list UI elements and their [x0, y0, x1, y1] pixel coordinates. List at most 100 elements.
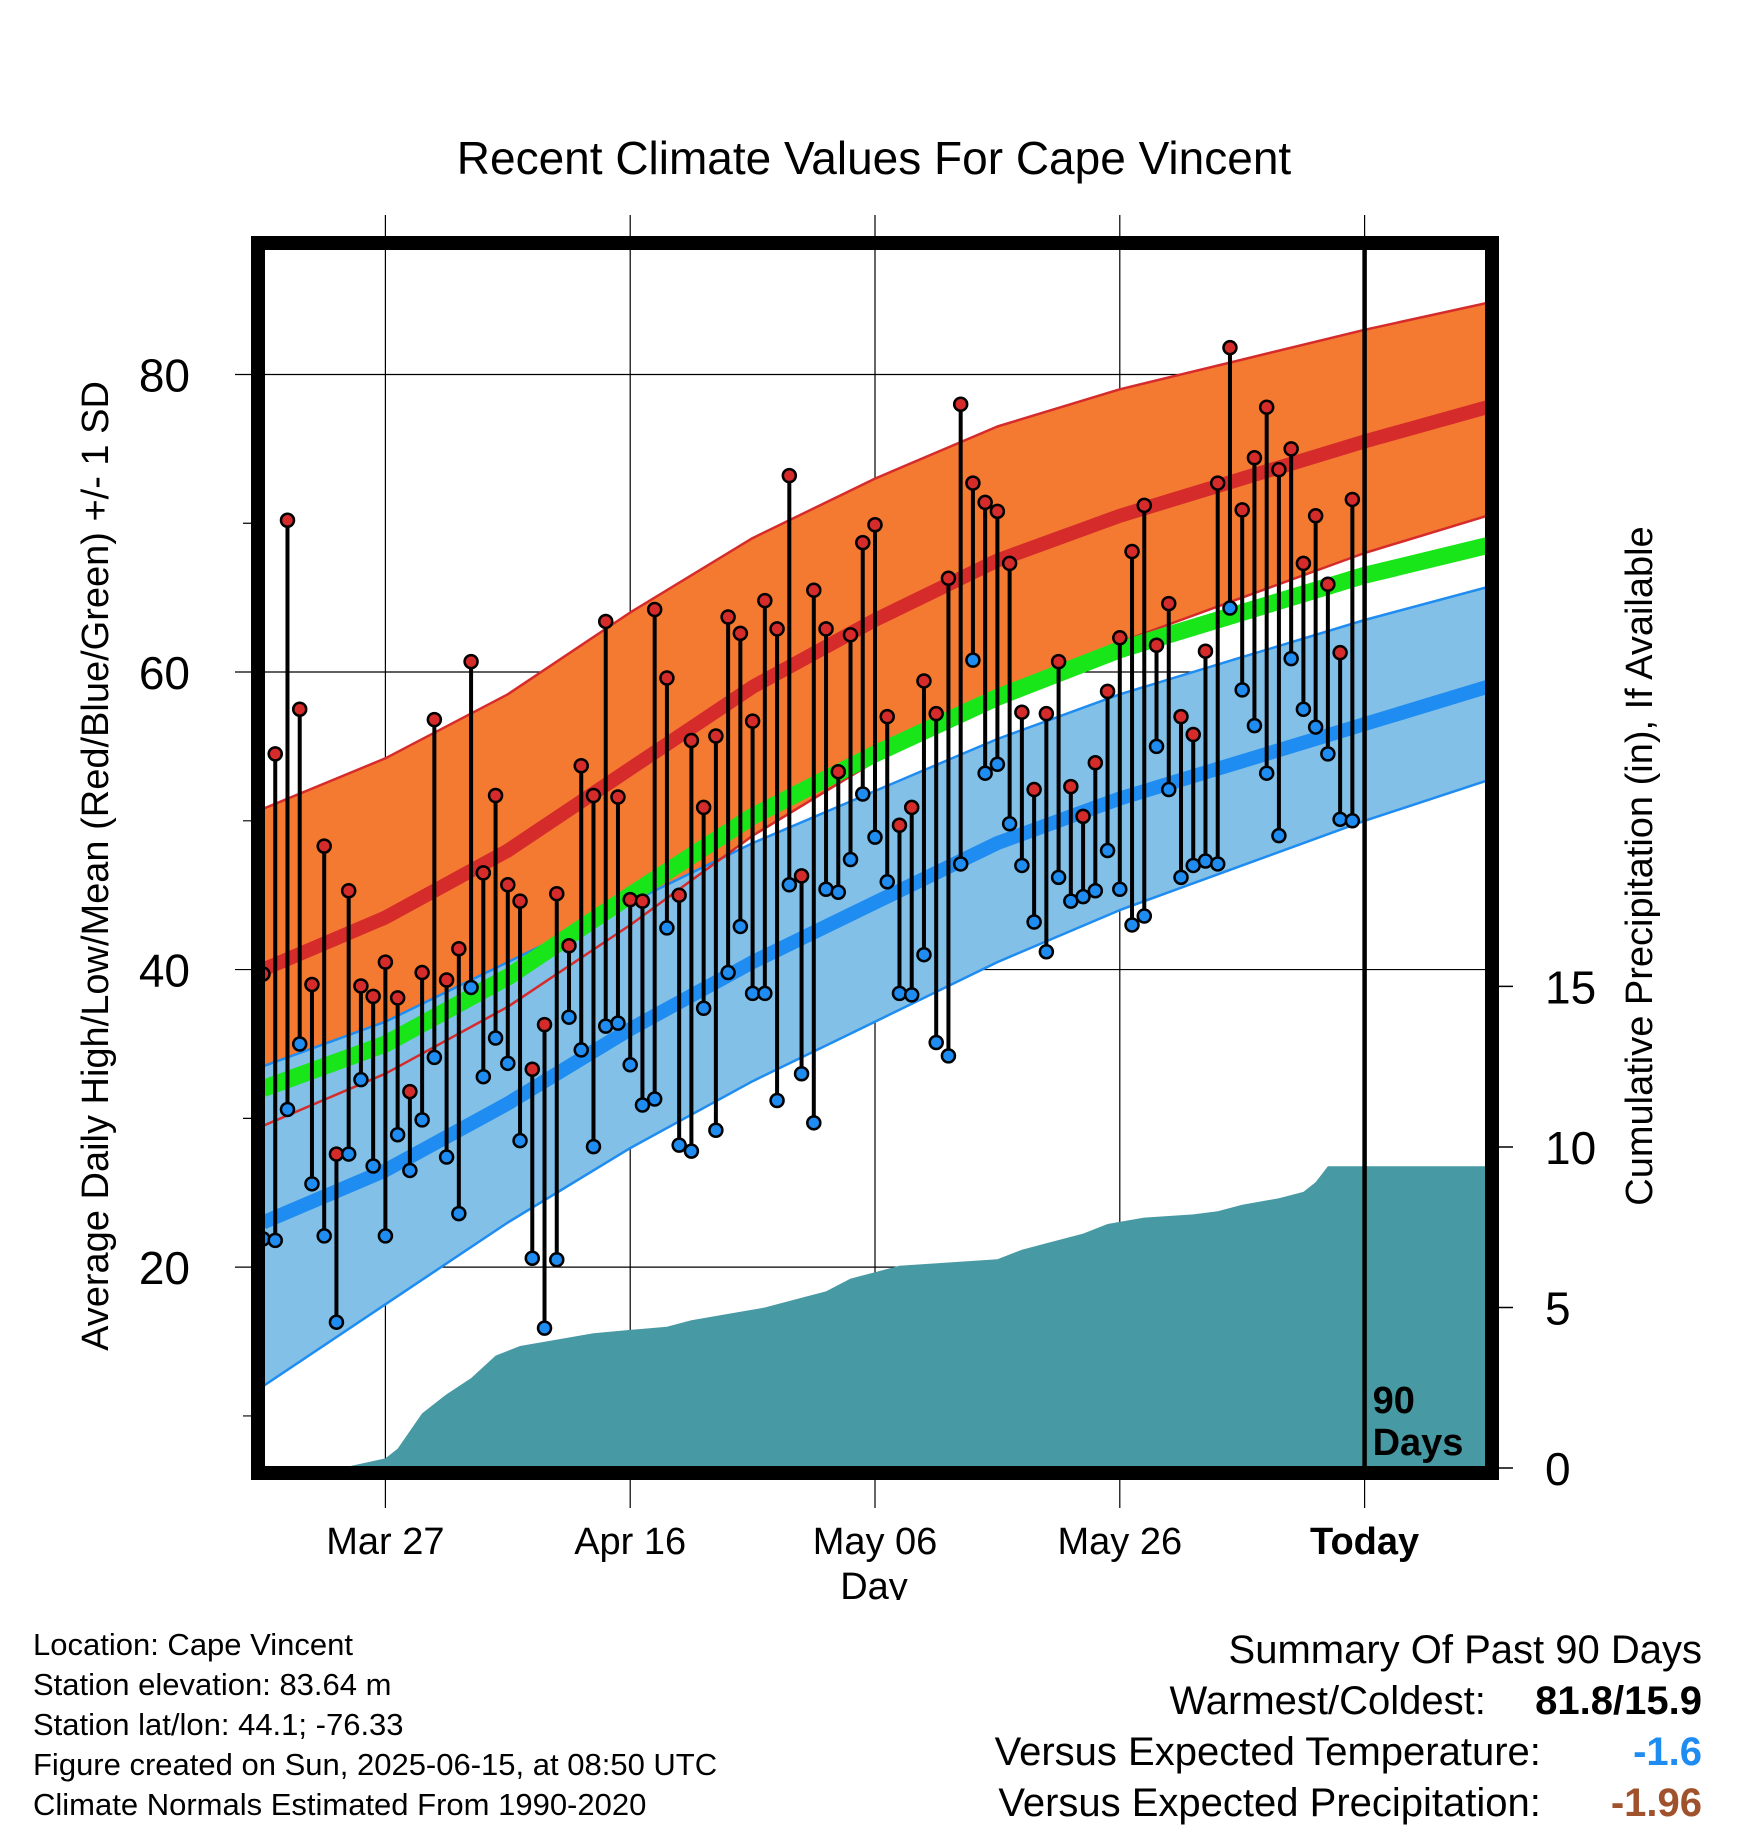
daily-low-point-34	[671, 1137, 687, 1153]
warm-cold-label: Warmest/Coldest:	[1169, 1679, 1486, 1723]
normal-low-line	[263, 680, 1487, 1229]
daily-low-point-21	[512, 1132, 528, 1149]
daily-low-point-13	[414, 1112, 430, 1128]
daily-high-point-88	[1332, 644, 1348, 661]
y2-tick-label-1: 5	[1545, 1282, 1571, 1334]
daily-low-point-42	[769, 1092, 785, 1109]
y-axis-label: Average Daily High/Low/Mean (Red/Blue/Gr…	[75, 381, 117, 1351]
daily-high-point-23	[536, 1016, 553, 1033]
daily-high-point-47	[830, 763, 847, 780]
daily-high-point-11	[389, 990, 406, 1006]
daily-low-point-35	[683, 1143, 700, 1159]
station-info: Location: Cape Vincent Station elevation…	[33, 1625, 717, 1825]
temp-row: Versus Expected Temperature: -1.6	[995, 1727, 1702, 1778]
daily-low-point-11	[389, 1126, 406, 1143]
daily-low-point-17	[463, 979, 479, 996]
y-tick-label-3: 80	[139, 349, 190, 401]
daily-high-point-75	[1173, 708, 1189, 725]
daily-high-point-27	[585, 787, 602, 804]
created-text: Figure created on Sun, 2025-06-15, at 08…	[33, 1747, 718, 1782]
daily-low-point-49	[855, 786, 871, 802]
daily-high-point-65	[1050, 653, 1067, 670]
daily-low-point-53	[903, 987, 920, 1003]
daily-high-point-32	[646, 601, 663, 618]
daily-high-point-44	[793, 868, 810, 884]
daily-low-point-79	[1222, 600, 1238, 616]
daily-high-point-34	[671, 887, 687, 903]
x-tick-label-3: May 26	[1057, 1521, 1182, 1563]
daily-low-point-20	[500, 1055, 516, 1072]
daily-high-point-71	[1124, 543, 1140, 560]
daily-high-point-67	[1075, 808, 1091, 825]
daily-high-point-30	[622, 891, 638, 908]
daily-high-point-19	[487, 787, 504, 804]
daily-low-point-70	[1112, 881, 1128, 897]
daily-low-point-54	[916, 946, 932, 963]
daily-high-point-20	[500, 877, 516, 893]
daily-low-point-8	[353, 1071, 369, 1088]
daily-low-point-65	[1050, 869, 1067, 886]
daily-high-point-76	[1185, 726, 1201, 743]
axes-layer: 20 40 60 80 0 5 10 15 Mar 27 Apr 16 May 06 May 26 To…	[139, 349, 1596, 1563]
daily-high-point-40	[744, 713, 761, 729]
daily-high-point-66	[1063, 778, 1079, 795]
daily-high-point-2	[279, 512, 296, 529]
daily-high-point-70	[1112, 630, 1128, 646]
daily-low-point-37	[708, 1122, 724, 1139]
daily-high-point-14	[426, 711, 443, 728]
daily-low-point-84	[1283, 650, 1299, 667]
daily-low-point-31	[634, 1097, 651, 1113]
elevation-text: Station elevation: 83.64 m	[33, 1667, 392, 1702]
daily-low-point-9	[365, 1158, 381, 1174]
daily-low-point-69	[1099, 842, 1116, 859]
daily-high-point-8	[353, 978, 369, 994]
daily-low-point-73	[1148, 738, 1165, 755]
daily-low-point-45	[806, 1115, 822, 1131]
daily-high-point-9	[365, 988, 381, 1005]
location-text: Location: Cape Vincent	[33, 1627, 353, 1662]
daily-low-point-67	[1075, 888, 1091, 905]
daily-low-point-62	[1014, 857, 1030, 874]
daily-high-point-69	[1099, 683, 1116, 700]
daily-high-point-13	[414, 964, 430, 981]
daily-high-point-48	[842, 627, 859, 643]
y2-tick-label-2: 10	[1545, 1122, 1596, 1174]
plot-frame	[251, 236, 1499, 1480]
daily-low-point-4	[304, 1176, 320, 1192]
daily-observations-layer	[263, 339, 1361, 1336]
daily-high-point-1	[267, 746, 283, 762]
warm-cold-value: 81.8/15.9	[1535, 1679, 1702, 1723]
daily-high-point-12	[402, 1083, 418, 1100]
daily-low-point-6	[328, 1314, 345, 1330]
daily-high-point-59	[977, 494, 993, 511]
y2-axis-label: Cumulative Precipitation (in), If Availa…	[1619, 526, 1661, 1205]
daily-high-point-21	[512, 893, 528, 909]
daily-high-point-55	[928, 705, 944, 722]
daily-low-point-60	[989, 756, 1006, 773]
daily-low-point-29	[610, 1015, 626, 1031]
temp-label: Versus Expected Temperature:	[994, 1730, 1541, 1774]
daily-low-point-80	[1234, 682, 1250, 698]
daily-high-point-33	[659, 670, 675, 686]
daily-low-point-33	[659, 920, 675, 936]
daily-low-point-10	[377, 1228, 394, 1244]
daily-high-point-25	[561, 938, 577, 954]
daily-high-point-78	[1209, 475, 1226, 491]
precipitation-layer	[263, 1166, 1487, 1468]
daily-high-point-56	[940, 570, 957, 587]
daily-low-point-89	[1344, 813, 1361, 829]
daily-high-point-37	[708, 728, 724, 744]
daily-low-point-15	[438, 1149, 455, 1165]
daily-low-point-85	[1295, 701, 1312, 717]
daily-low-point-43	[781, 877, 798, 893]
daily-high-point-72	[1136, 497, 1153, 514]
daily-high-point-87	[1320, 576, 1336, 592]
daily-low-point-81	[1246, 717, 1263, 734]
daily-low-point-56	[940, 1048, 957, 1064]
daily-low-point-27	[585, 1138, 602, 1155]
precip-label: Versus Expected Precipitation:	[998, 1781, 1541, 1825]
normals-text: Climate Normals Estimated From 1990-2020	[33, 1787, 647, 1822]
daily-low-point-3	[291, 1036, 308, 1052]
daily-high-point-73	[1148, 637, 1165, 653]
